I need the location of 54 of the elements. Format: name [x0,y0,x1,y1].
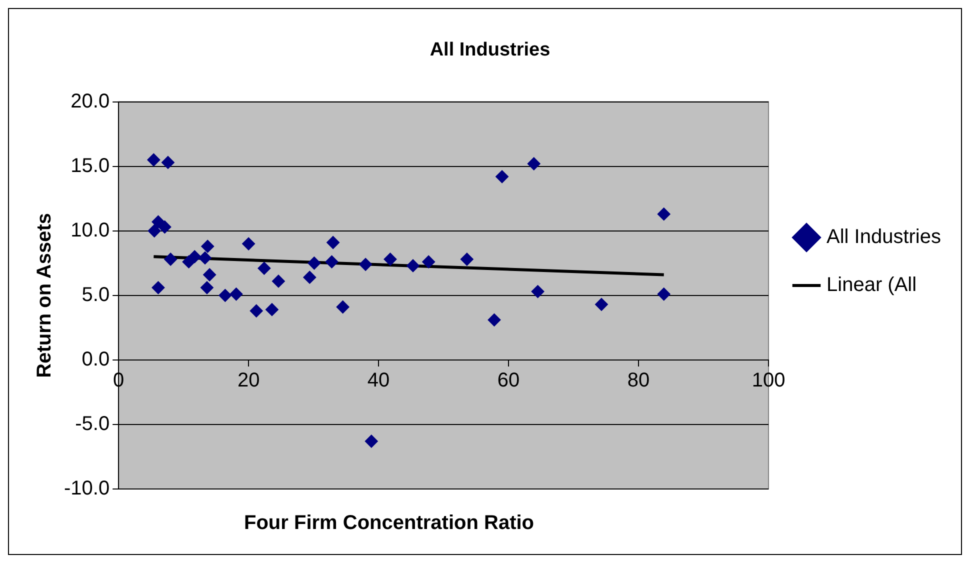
point [272,274,285,288]
y-tick-label: 10.0 [70,219,110,242]
point [242,237,256,250]
point [326,236,340,249]
x-tick-label: 100 [752,369,786,392]
point [201,240,214,253]
point [308,256,321,270]
point [336,300,350,314]
y-axis-title: Return on Assets [34,212,56,378]
y-tick-label: 15.0 [70,154,110,177]
y-tick-label: -10.0 [64,478,110,500]
point [359,258,372,271]
chart-title: All Industries [430,40,550,61]
point [488,313,501,326]
point [422,255,436,268]
y-tick-label: 20.0 [70,90,110,112]
legend-label: All Industries [826,226,942,248]
point [200,281,214,294]
point [158,220,172,234]
point [188,250,202,264]
x-tick-label: 60 [497,369,520,392]
point [258,262,271,275]
point [531,285,544,298]
point [152,281,165,294]
point [203,268,216,282]
point [364,434,378,448]
x-axis-title: Four Firm Concentration Ratio [243,512,535,535]
point [657,288,670,301]
x-tick-label: 80 [627,369,650,392]
point [657,208,670,221]
point [527,157,540,170]
point [250,304,263,318]
point [325,255,338,268]
y-tick-label: 5.0 [82,284,110,306]
point [460,252,474,266]
point [198,251,212,264]
point [152,215,165,228]
point [164,252,178,266]
x-tick-label: 20 [237,369,260,392]
point [384,252,397,266]
y-tick-label: 0.0 [82,348,110,370]
y-tick-label: -5.0 [75,412,110,435]
point [147,153,160,166]
point [303,270,316,284]
point [265,303,278,316]
legend-label: Linear (All [826,274,917,296]
point [496,170,509,184]
point [161,156,174,169]
point [218,288,232,302]
point [594,298,608,311]
point [148,224,161,238]
x-tick-label: 40 [367,369,390,392]
point [406,259,420,272]
point [230,288,243,301]
